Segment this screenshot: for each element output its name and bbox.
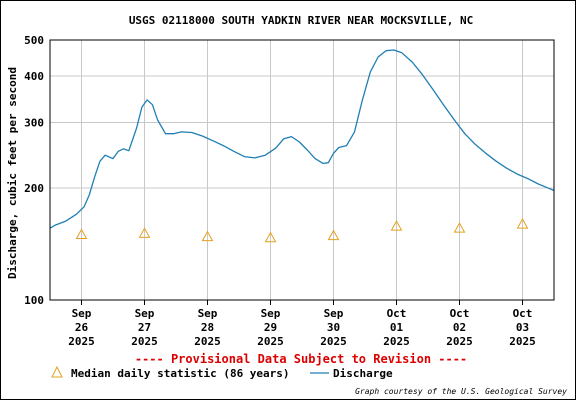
x-tick-month: Oct	[513, 307, 533, 320]
credit-text: Graph courtesy of the U.S. Geological Su…	[355, 387, 567, 396]
chart-title: USGS 02118000 SOUTH YADKIN RIVER NEAR MO…	[129, 14, 473, 27]
x-tick-month: Sep	[135, 307, 155, 320]
x-tick-month: Oct	[450, 307, 470, 320]
x-tick-year: 2025	[131, 335, 158, 348]
x-tick-year: 2025	[509, 335, 536, 348]
series-layer	[49, 49, 555, 243]
x-tick-year: 2025	[194, 335, 221, 348]
x-tick-day: 03	[516, 321, 529, 334]
x-tick-day: 27	[138, 321, 151, 334]
median-triangle-marker	[516, 218, 529, 229]
x-tick-year: 2025	[320, 335, 347, 348]
median-triangle-marker	[138, 227, 151, 238]
x-tick-month: Sep	[261, 307, 281, 320]
x-tick-month: Sep	[72, 307, 92, 320]
x-axis-ticks: Sep262025Sep272025Sep282025Sep292025Sep3…	[68, 300, 536, 348]
y-tick-label: 500	[24, 34, 44, 47]
x-tick-day: 29	[264, 321, 277, 334]
x-tick-day: 01	[390, 321, 404, 334]
x-tick-year: 2025	[383, 335, 410, 348]
x-tick-year: 2025	[446, 335, 473, 348]
y-tick-label: 400	[24, 70, 44, 83]
discharge-line	[49, 49, 555, 229]
plot-area	[50, 40, 554, 300]
x-tick-month: Oct	[387, 307, 407, 320]
legend: Median daily statistic (86 years) Discha…	[51, 365, 393, 380]
x-tick-year: 2025	[257, 335, 284, 348]
median-triangle-marker	[390, 220, 403, 231]
legend-discharge-label: Discharge	[333, 367, 393, 380]
median-triangle-marker	[453, 222, 466, 233]
x-tick-month: Sep	[324, 307, 344, 320]
median-triangle-marker	[264, 231, 277, 243]
provisional-notice: ---- Provisional Data Subject to Revisio…	[135, 352, 467, 366]
y-tick-label: 200	[24, 182, 44, 195]
median-triangle-marker	[201, 230, 214, 242]
x-tick-year: 2025	[68, 335, 95, 348]
x-tick-day: 30	[327, 321, 340, 334]
median-triangle-marker	[75, 228, 88, 239]
y-axis-label: Discharge, cubic feet per second	[6, 67, 19, 279]
x-tick-day: 26	[75, 321, 89, 334]
legend-median-label: Median daily statistic (86 years)	[71, 367, 290, 380]
x-tick-day: 28	[201, 321, 214, 334]
x-tick-day: 02	[453, 321, 466, 334]
legend-median-triangle-icon	[51, 365, 63, 378]
y-axis-ticks: 100 200 300 400 500	[24, 34, 44, 307]
y-tick-label: 100	[24, 294, 44, 307]
plot-border	[49, 39, 555, 301]
x-tick-month: Sep	[198, 307, 218, 320]
y-tick-label: 300	[24, 117, 44, 130]
median-triangle-marker	[327, 229, 340, 241]
